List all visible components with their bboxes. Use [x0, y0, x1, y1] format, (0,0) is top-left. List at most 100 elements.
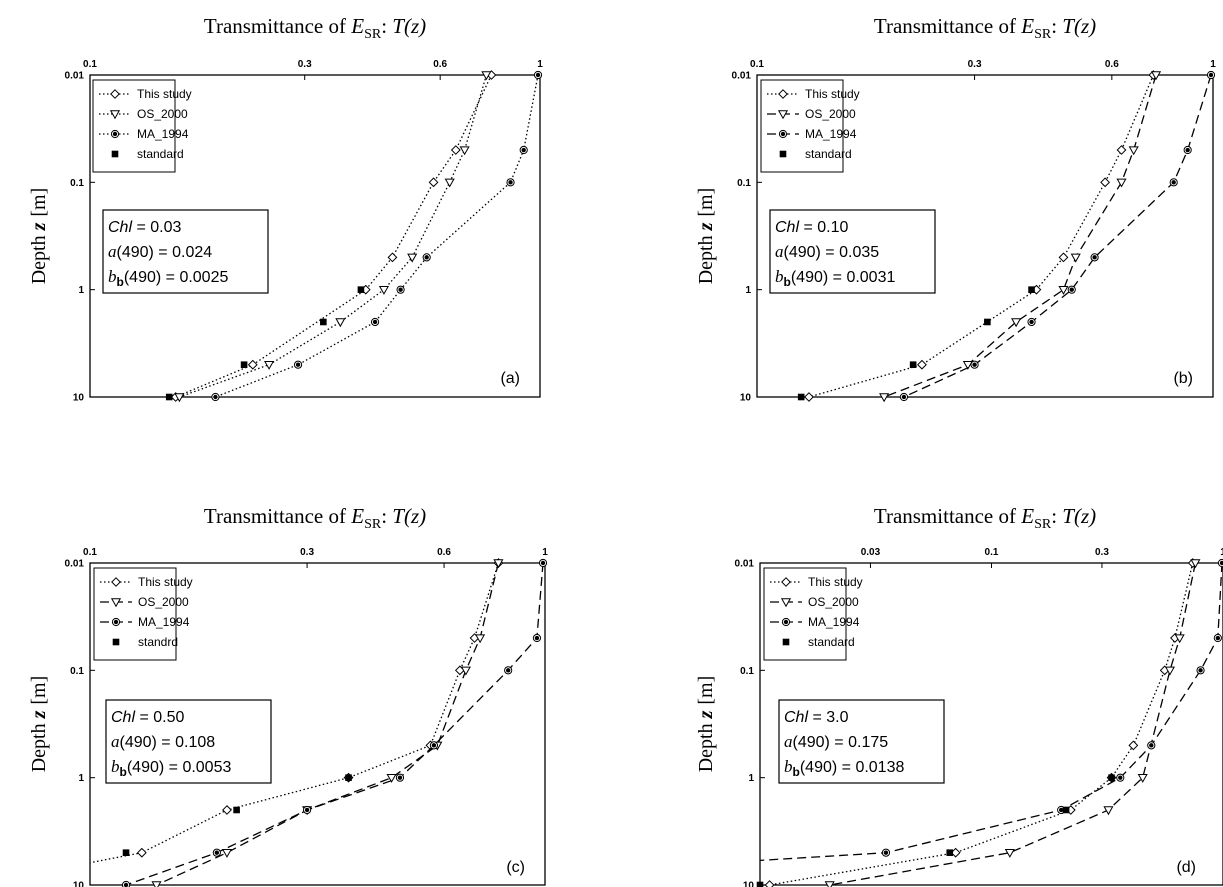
text-part: = — [135, 709, 153, 726]
text-part: Transmittance of — [874, 14, 1021, 38]
text-part: Transmittance of — [874, 504, 1021, 528]
legend-marker — [781, 577, 791, 587]
text-part: b — [120, 765, 127, 779]
legend-label: standard — [137, 147, 184, 161]
parameter-frame — [102, 209, 269, 294]
marker-core — [113, 619, 119, 625]
data-point — [984, 318, 991, 326]
text-part: T — [1062, 504, 1075, 528]
marker-core — [431, 743, 437, 748]
data-point — [444, 178, 455, 188]
text-part: (490) = — [127, 759, 183, 776]
data-point — [1213, 633, 1222, 643]
text-part: : — [1051, 504, 1062, 528]
marker-core — [1171, 180, 1176, 185]
marker-core — [123, 882, 129, 887]
panel-label: (b) — [1173, 370, 1193, 387]
data-point — [335, 318, 346, 328]
text-part: 3.0 — [826, 709, 848, 726]
chl-value: Chl = 3.0 — [784, 709, 849, 726]
legend-label: MA_1994 — [808, 615, 860, 629]
text-part: : — [1051, 14, 1062, 38]
chart-panel-d: Transmittance of ESR: T(z) Depth z [m] 0.03… — [695, 504, 1223, 887]
text-part: 0.0031 — [846, 269, 895, 286]
x-tick-label: 1 — [542, 547, 548, 558]
legend-marker — [110, 598, 122, 608]
text-part: z — [695, 222, 717, 231]
legend-box — [763, 567, 847, 661]
text-part: 0.175 — [848, 734, 888, 751]
marker-core — [972, 362, 977, 367]
x-tick-label: 0.6 — [437, 547, 451, 558]
legend-marker — [777, 110, 789, 120]
text-part: (z) — [1074, 504, 1096, 528]
marker-core — [540, 560, 546, 566]
data-point — [450, 145, 461, 155]
a490-value: a(490) = 0.035 — [775, 242, 879, 261]
text-part: Transmittance of — [204, 14, 351, 38]
bb490-value: bb(490) = 0.0025 — [108, 267, 228, 289]
data-point — [386, 773, 397, 783]
legend-label: OS_2000 — [808, 595, 859, 609]
legend-marker — [778, 129, 788, 139]
data-point — [1090, 253, 1099, 262]
data-point — [357, 286, 365, 293]
text-part: SR — [364, 27, 382, 42]
data-point — [533, 70, 543, 80]
data-point — [538, 558, 548, 568]
text-part: b — [775, 267, 784, 286]
legend-marker — [779, 150, 787, 158]
data-point — [764, 880, 775, 887]
y-axis-label: Depth z [m] — [695, 188, 717, 285]
legend-marker — [111, 617, 121, 627]
data-point — [1058, 252, 1069, 263]
data-point — [1116, 773, 1125, 782]
text-part: b — [784, 757, 793, 776]
text-part: [m] — [28, 676, 50, 705]
data-point — [1116, 145, 1127, 155]
marker-core — [1092, 255, 1097, 260]
data-point — [756, 881, 764, 887]
text-part: Transmittance of — [204, 504, 351, 528]
text-part: 0.0053 — [182, 759, 231, 776]
x-tick-label: 0.03 — [861, 547, 881, 558]
data-point — [475, 634, 486, 644]
data-point — [1004, 848, 1015, 858]
legend-label: This study — [137, 87, 192, 101]
text-part: Depth — [28, 718, 50, 772]
y-axis-label: Depth z [m] — [28, 676, 50, 773]
marker-core — [901, 394, 907, 400]
series-ma-1994 — [211, 70, 543, 402]
series-line — [883, 75, 1157, 397]
data-point — [1058, 285, 1069, 295]
data-point — [1190, 559, 1201, 569]
text-part: (490) = — [117, 244, 173, 261]
chl-value: Chl = 0.50 — [111, 709, 184, 726]
text-part: Chl — [775, 219, 799, 236]
data-point — [395, 773, 405, 782]
series-standrd — [122, 774, 352, 856]
text-part: (490) = — [791, 269, 847, 286]
x-tick-label: 1 — [537, 59, 543, 70]
text-part: b — [108, 267, 117, 286]
data-point — [1150, 71, 1162, 81]
text-part: E — [1020, 504, 1034, 528]
parameter-frame — [769, 209, 936, 294]
marker-core — [1219, 560, 1223, 566]
data-point — [387, 252, 398, 263]
y-tick-label: 0.01 — [65, 71, 85, 82]
legend-marker — [111, 577, 121, 587]
text-part: 0.50 — [153, 709, 184, 726]
chl-value: Chl = 0.10 — [775, 219, 848, 236]
text-part: = — [799, 219, 817, 236]
text-part: b — [117, 275, 124, 289]
marker-core — [1208, 72, 1214, 78]
series-line — [179, 75, 488, 397]
y-tick-label: 0.01 — [65, 559, 85, 570]
data-point — [1183, 145, 1192, 155]
x-tick-label: 0.3 — [300, 547, 314, 558]
legend: This study OS_2000 MA_1994 standard — [760, 79, 860, 173]
data-point — [264, 360, 275, 370]
data-point — [962, 360, 973, 370]
bb490-value: bb(490) = 0.0053 — [111, 757, 231, 779]
